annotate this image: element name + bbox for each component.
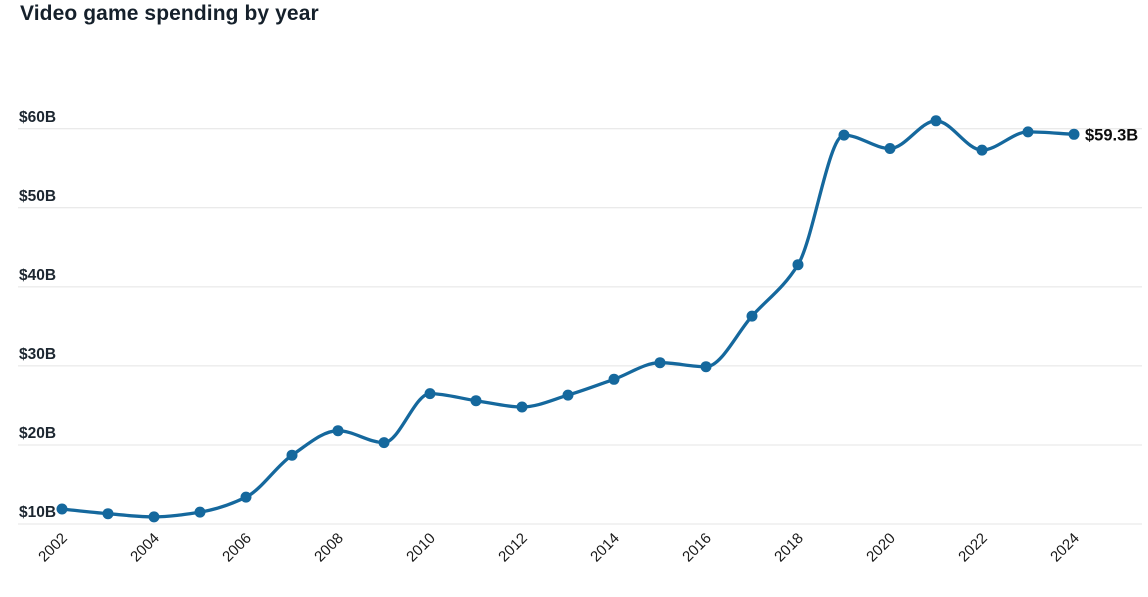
x-axis-tick-label: 2006 xyxy=(219,530,255,566)
spending-trend-line xyxy=(60,119,1076,519)
y-axis-tick-label: $40B xyxy=(19,267,56,284)
data-point-2018 xyxy=(792,259,804,271)
x-axis-tick-label: 2018 xyxy=(771,530,807,566)
x-axis-tick-label: 2016 xyxy=(679,530,715,566)
x-axis-tick-label: 2014 xyxy=(587,530,623,566)
data-point-2015 xyxy=(654,357,666,369)
data-point-2013 xyxy=(562,389,574,401)
x-axis-tick-label: 2008 xyxy=(311,530,347,566)
data-point-2006 xyxy=(240,491,252,503)
final-value-label: $59.3B xyxy=(1085,126,1138,144)
chart-title: Video game spending by year xyxy=(20,2,319,25)
data-point-2008 xyxy=(332,425,344,437)
data-point-2004 xyxy=(148,511,160,523)
data-point-2009 xyxy=(378,437,390,449)
y-axis-tick-label: $30B xyxy=(19,346,56,363)
x-axis-tick-label: 2012 xyxy=(495,530,531,566)
x-axis-tick-label: 2002 xyxy=(35,530,71,566)
data-point-2012 xyxy=(516,401,528,413)
y-axis-tick-label: $50B xyxy=(19,188,56,205)
data-point-2007 xyxy=(286,449,298,461)
data-point-2024 xyxy=(1068,128,1080,140)
data-point-2002 xyxy=(56,503,68,515)
y-axis-tick-label: $20B xyxy=(19,425,56,442)
x-axis-tick-label: 2020 xyxy=(863,530,899,566)
data-point-2023 xyxy=(1022,126,1034,138)
data-point-2020 xyxy=(884,143,896,154)
y-axis-tick-label: $10B xyxy=(19,504,56,521)
data-point-2016 xyxy=(700,361,712,373)
data-point-2011 xyxy=(470,395,482,407)
data-point-2019 xyxy=(838,129,850,141)
data-point-2005 xyxy=(194,506,206,518)
data-point-2014 xyxy=(608,373,620,385)
data-point-2017 xyxy=(746,310,758,322)
x-axis-tick-label: 2022 xyxy=(955,530,991,566)
x-axis-tick-label: 2004 xyxy=(127,530,163,566)
x-axis-tick-label: 2024 xyxy=(1047,530,1083,566)
x-axis-tick-label: 2010 xyxy=(403,530,439,566)
data-point-2021 xyxy=(930,115,942,127)
data-point-2003 xyxy=(102,508,114,520)
data-point-2010 xyxy=(424,388,436,400)
data-point-2022 xyxy=(976,144,988,156)
y-axis-tick-label: $60B xyxy=(19,109,56,126)
